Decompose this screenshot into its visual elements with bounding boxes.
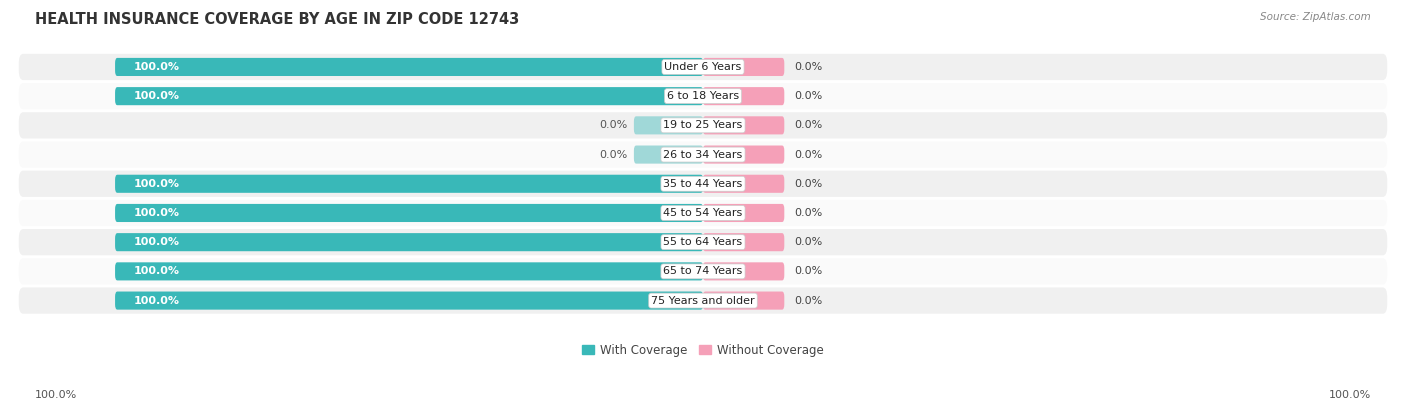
Text: 100.0%: 100.0% [134, 237, 180, 247]
FancyBboxPatch shape [115, 204, 703, 222]
Text: Source: ZipAtlas.com: Source: ZipAtlas.com [1260, 12, 1371, 22]
Text: 26 to 34 Years: 26 to 34 Years [664, 149, 742, 159]
Text: 100.0%: 100.0% [134, 295, 180, 305]
FancyBboxPatch shape [634, 116, 703, 134]
Text: 55 to 64 Years: 55 to 64 Years [664, 237, 742, 247]
Text: 0.0%: 0.0% [794, 295, 823, 305]
Text: 0.0%: 0.0% [794, 266, 823, 276]
FancyBboxPatch shape [703, 262, 785, 281]
Text: 0.0%: 0.0% [794, 208, 823, 218]
Text: 0.0%: 0.0% [794, 91, 823, 101]
Text: 100.0%: 100.0% [1329, 391, 1371, 400]
FancyBboxPatch shape [115, 175, 703, 193]
FancyBboxPatch shape [18, 83, 1388, 109]
Text: Under 6 Years: Under 6 Years [665, 62, 741, 72]
Text: 0.0%: 0.0% [794, 179, 823, 189]
FancyBboxPatch shape [703, 175, 785, 193]
FancyBboxPatch shape [115, 291, 703, 310]
Text: 65 to 74 Years: 65 to 74 Years [664, 266, 742, 276]
Text: 100.0%: 100.0% [134, 179, 180, 189]
Text: 0.0%: 0.0% [794, 149, 823, 159]
FancyBboxPatch shape [634, 146, 703, 164]
Text: HEALTH INSURANCE COVERAGE BY AGE IN ZIP CODE 12743: HEALTH INSURANCE COVERAGE BY AGE IN ZIP … [35, 12, 519, 27]
FancyBboxPatch shape [703, 291, 785, 310]
FancyBboxPatch shape [18, 229, 1388, 255]
FancyBboxPatch shape [18, 200, 1388, 226]
Text: 0.0%: 0.0% [794, 62, 823, 72]
Text: 100.0%: 100.0% [134, 62, 180, 72]
Text: 100.0%: 100.0% [134, 91, 180, 101]
Legend: With Coverage, Without Coverage: With Coverage, Without Coverage [582, 344, 824, 356]
Text: 35 to 44 Years: 35 to 44 Years [664, 179, 742, 189]
Text: 0.0%: 0.0% [794, 237, 823, 247]
FancyBboxPatch shape [703, 233, 785, 251]
FancyBboxPatch shape [115, 262, 703, 281]
FancyBboxPatch shape [18, 171, 1388, 197]
FancyBboxPatch shape [115, 233, 703, 251]
FancyBboxPatch shape [115, 58, 703, 76]
Text: 75 Years and older: 75 Years and older [651, 295, 755, 305]
Text: 100.0%: 100.0% [134, 266, 180, 276]
Text: 19 to 25 Years: 19 to 25 Years [664, 120, 742, 130]
FancyBboxPatch shape [18, 54, 1388, 80]
Text: 0.0%: 0.0% [794, 120, 823, 130]
Text: 100.0%: 100.0% [134, 208, 180, 218]
Text: 6 to 18 Years: 6 to 18 Years [666, 91, 740, 101]
FancyBboxPatch shape [703, 116, 785, 134]
Text: 100.0%: 100.0% [35, 391, 77, 400]
Text: 45 to 54 Years: 45 to 54 Years [664, 208, 742, 218]
FancyBboxPatch shape [115, 87, 703, 105]
FancyBboxPatch shape [18, 258, 1388, 285]
FancyBboxPatch shape [703, 146, 785, 164]
Text: 0.0%: 0.0% [599, 120, 627, 130]
FancyBboxPatch shape [18, 142, 1388, 168]
Text: 0.0%: 0.0% [599, 149, 627, 159]
FancyBboxPatch shape [18, 112, 1388, 139]
FancyBboxPatch shape [703, 204, 785, 222]
FancyBboxPatch shape [703, 58, 785, 76]
FancyBboxPatch shape [18, 288, 1388, 314]
FancyBboxPatch shape [703, 87, 785, 105]
